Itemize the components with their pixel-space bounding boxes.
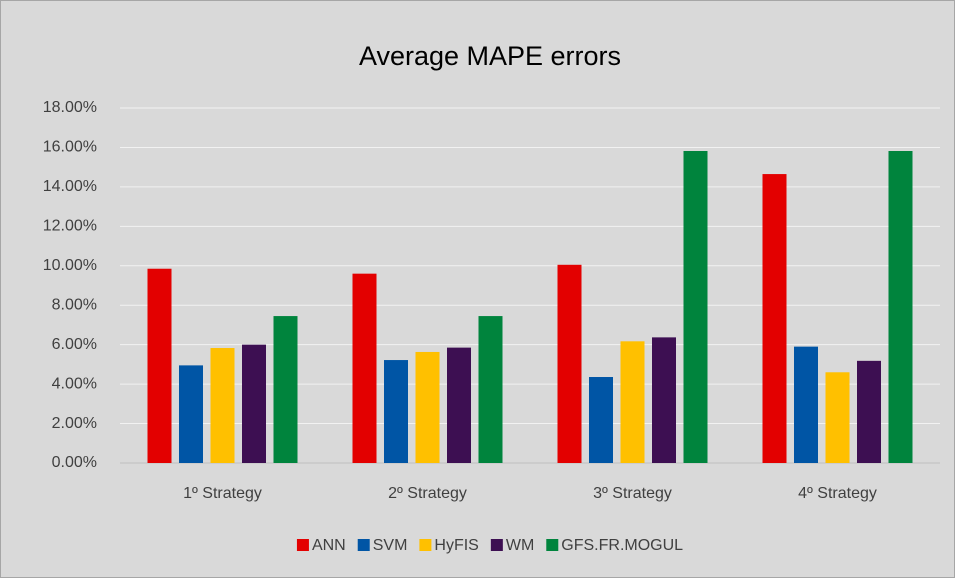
bar (273, 316, 298, 463)
y-tick-label: 8.00% (52, 296, 97, 313)
bar (620, 341, 645, 463)
legend-swatch (546, 539, 559, 551)
legend-swatch (357, 539, 370, 551)
bar (242, 344, 266, 463)
y-tick-label: 10.00% (43, 257, 97, 274)
y-tick-label: 4.00% (52, 375, 97, 392)
bar (652, 337, 676, 463)
bar (384, 360, 408, 463)
bar (447, 347, 471, 463)
x-tick-label: 3º Strategy (593, 485, 672, 502)
bar (210, 348, 235, 463)
x-tick-label: 1º Strategy (183, 485, 262, 502)
bar (857, 360, 881, 463)
bar (478, 316, 503, 463)
bar (557, 264, 582, 463)
legend-label: WM (506, 537, 534, 554)
legend-label: SVM (373, 537, 408, 554)
bar (683, 150, 708, 463)
bar (352, 273, 377, 463)
bar (794, 346, 818, 463)
bar (589, 377, 613, 463)
y-tick-label: 2.00% (52, 415, 97, 432)
legend-label: HyFIS (434, 537, 478, 554)
bar (762, 174, 787, 463)
y-tick-label: 14.00% (43, 178, 97, 195)
legend-swatch (296, 539, 309, 551)
bar (147, 268, 172, 463)
y-tick-label: 18.00% (43, 99, 97, 116)
bar (888, 150, 913, 463)
y-tick-label: 6.00% (52, 336, 97, 353)
chart-title: Average MAPE errors (359, 41, 621, 71)
y-tick-label: 0.00% (52, 454, 97, 471)
y-tick-label: 12.00% (43, 218, 97, 235)
bar (179, 365, 203, 463)
x-tick-label: 2º Strategy (388, 485, 467, 502)
legend-swatch (419, 539, 432, 551)
legend-label: ANN (312, 537, 346, 554)
bar (415, 351, 440, 463)
legend-swatch (490, 539, 503, 551)
y-tick-label: 16.00% (43, 139, 97, 156)
legend-label: GFS.FR.MOGUL (561, 537, 683, 554)
x-tick-label: 4º Strategy (798, 485, 877, 502)
bar (825, 372, 850, 463)
